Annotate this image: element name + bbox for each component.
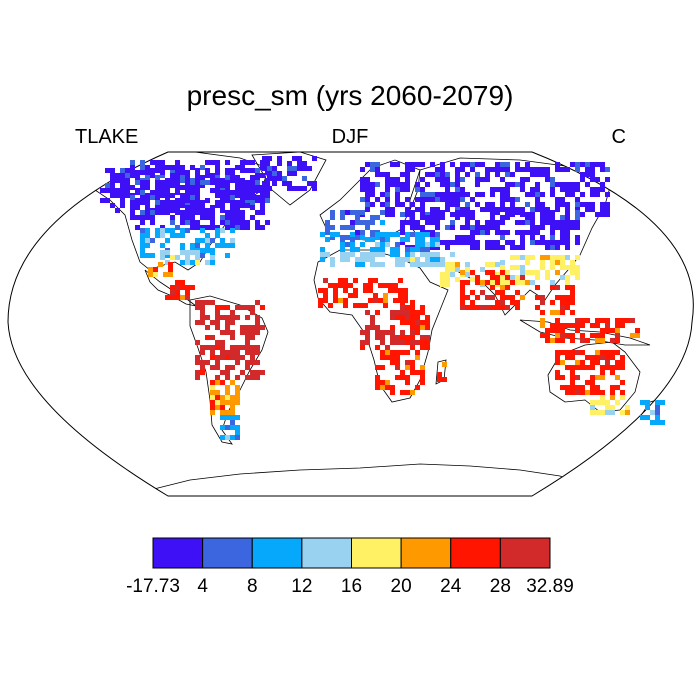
region-north-america-north [100, 160, 270, 230]
colorbar-tick-label: 4 [197, 576, 208, 597]
colorbar-tick-label: 32.89 [526, 576, 574, 597]
colorbar-box-2 [251, 537, 303, 569]
region-china-south [500, 255, 580, 285]
region-sahel [318, 278, 408, 308]
region-mediterranean [320, 232, 440, 252]
region-east-africa [400, 300, 430, 350]
australia-coast [547, 341, 641, 413]
colorbar-box-4 [351, 537, 402, 569]
colorbar-box-1 [202, 537, 253, 569]
data-field [100, 156, 665, 440]
colorbar-box-0 [152, 537, 204, 569]
left-label: TLAKE [75, 126, 139, 148]
colorbar-tick-label: 28 [490, 576, 511, 597]
region-patagonia [220, 415, 240, 440]
north-america-coast [84, 152, 269, 271]
colorbar-box-6 [450, 537, 501, 569]
region-australia-southeast [590, 395, 630, 415]
colorbar-box-5 [400, 537, 452, 569]
central-america-coast [144, 269, 197, 307]
region-indonesia [540, 318, 640, 343]
region-south-america-tropics [195, 300, 265, 380]
region-north-america-mid [140, 228, 235, 258]
colorbar-tick-label: 8 [247, 576, 258, 597]
map-title: presc_sm (yrs 2060-2079) [186, 80, 514, 111]
region-usa-south [160, 250, 215, 265]
season-label: DJF [331, 126, 369, 148]
region-central-america [165, 280, 195, 300]
region-madagascar [437, 362, 447, 382]
colorbar-tick-label: -17.73 [126, 576, 180, 597]
colorbar-tick-label: 16 [341, 576, 362, 597]
region-south-america-south [210, 380, 240, 415]
region-mexico [148, 262, 173, 277]
colorbar-box-3 [301, 537, 352, 569]
region-australia-north [555, 350, 625, 395]
colorbar-tick-label: 20 [391, 576, 412, 597]
units-label: C [611, 126, 626, 148]
region-southeast-asia [535, 285, 575, 315]
region-greenland [262, 156, 317, 191]
colorbar-tick-label: 24 [440, 576, 462, 597]
region-new-zealand [640, 400, 665, 425]
region-southern-africa [375, 350, 425, 395]
colorbar-box-7 [499, 537, 551, 569]
region-north-africa-coast [320, 252, 455, 267]
colorbar-tick-label: 12 [291, 576, 312, 597]
antarctica-coast [149, 463, 591, 491]
